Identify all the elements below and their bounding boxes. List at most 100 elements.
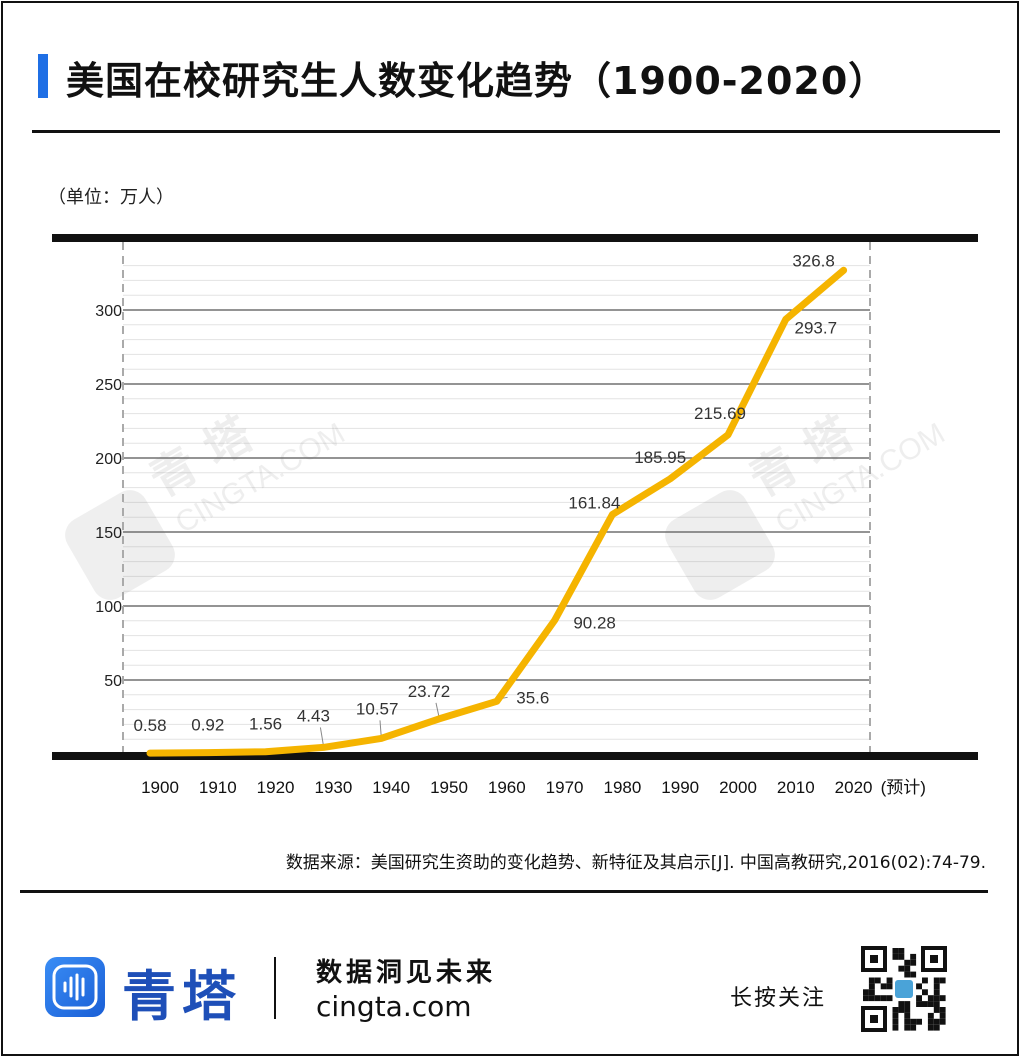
qr-cell [868,989,875,996]
qr-cell [904,965,911,972]
qr-cell [910,953,917,960]
qr-cell [868,983,875,990]
qr-cell [916,1018,922,1025]
footer-vertical-divider [274,957,276,1019]
qr-cell [939,1018,946,1025]
x-tick-label: 1990 [661,778,699,797]
watermark-logo [65,490,175,600]
qr-cell [898,948,905,954]
x-tick-label: 1940 [372,778,410,797]
label-leader [435,702,440,717]
series-line [146,266,848,757]
qr-cell [922,1001,928,1007]
qr-code-icon[interactable] [861,946,947,1032]
qr-cell [886,977,893,984]
qr-cell [916,995,922,1002]
x-tick-label: 1930 [314,778,352,797]
qr-cell [916,1001,922,1007]
qr-cell [910,959,917,966]
qr-cell [939,995,946,1002]
data-labels: 0.58 0.92 1.56 4.43 10.57 23.72 35.6 90.28 161.8… [133,251,837,735]
waveform-icon [52,964,98,1010]
brand-logo [45,957,105,1017]
watermark-logo [665,490,775,600]
title-divider [32,130,1000,133]
qr-cell [933,1024,940,1031]
qr-cell [910,971,917,978]
qr-cell [910,1024,917,1031]
qr-cell [927,1018,934,1025]
label-leader [379,720,382,737]
unit-label: （单位：万人） [48,187,174,208]
qr-cell [933,1007,940,1013]
qr-cell [933,1001,940,1007]
x-tick-label: 1960 [488,778,526,797]
qr-cell [904,959,911,966]
x-axis-ticks: 1900 1910 1920 1930 1940 1950 1960 1970 1980 1990… [141,778,926,797]
qr-cell [927,995,934,1002]
x-tick-label: 1920 [257,778,295,797]
data-label: 10.57 [356,699,399,718]
qr-cell [922,977,928,984]
data-label: 23.72 [408,682,451,701]
qr-cell [880,983,887,990]
data-label: 0.92 [191,716,224,735]
qr-cell [933,1018,940,1025]
qr-cell [904,971,911,978]
y-tick-label: 150 [95,525,122,542]
qr-cell [868,995,875,1002]
y-tick-label: 50 [104,673,122,690]
data-label: 1.56 [249,715,282,734]
y-tick-label: 200 [95,451,122,468]
title-accent-bar [38,54,48,98]
data-source-note: 数据来源：美国研究生资助的变化趋势、新特征及其启示[J]. 中国高教研究,201… [285,853,986,873]
qr-cell [904,1012,911,1019]
qr-cell [892,948,899,954]
qr-cell [898,953,905,960]
qr-cell [922,989,928,996]
qr-cell [863,995,869,1002]
qr-cell [933,989,940,996]
x-tick-label: 1970 [546,778,584,797]
major-gridlines [123,309,870,681]
qr-cell [898,965,905,972]
x-tick-note: (预计) [881,778,926,797]
qr-cell [910,1018,917,1025]
qr-cell [892,1024,899,1031]
qr-cell [892,1007,899,1013]
brand-name: 青塔 [122,964,242,1028]
qr-cell [939,977,946,984]
website-link[interactable]: cingta.com [316,990,472,1023]
qr-cell [886,995,893,1002]
follow-prompt: 长按关注 [730,986,827,1011]
data-label: 35.6 [516,688,549,707]
x-tick-label: 2000 [719,778,757,797]
data-label: 0.58 [133,716,166,735]
x-tick-label: 1980 [603,778,641,797]
data-label: 293.7 [795,318,838,337]
qr-cell [927,1024,934,1031]
y-axis-ticks: 50 100 150 200 250 300 [95,303,122,690]
x-tick-label: 2020 [835,778,873,797]
qr-cell [933,995,940,1002]
data-label: 4.43 [297,706,330,725]
label-leader [319,727,324,746]
qr-cell [886,983,893,990]
qr-cell [892,953,899,960]
page-title: 美国在校研究生人数变化趋势（1900-2020） [66,59,888,103]
qr-cell [916,983,922,990]
x-tick-label: 1910 [199,778,237,797]
footer-divider [20,890,988,893]
qr-cell [904,1018,911,1025]
qr-cell [892,1012,899,1019]
qr-cell [898,1001,905,1007]
x-tick-label: 1950 [430,778,468,797]
brand-slogan: 数据洞见未来 [316,958,497,988]
qr-cell [892,1018,899,1025]
data-label: 326.8 [792,251,835,270]
